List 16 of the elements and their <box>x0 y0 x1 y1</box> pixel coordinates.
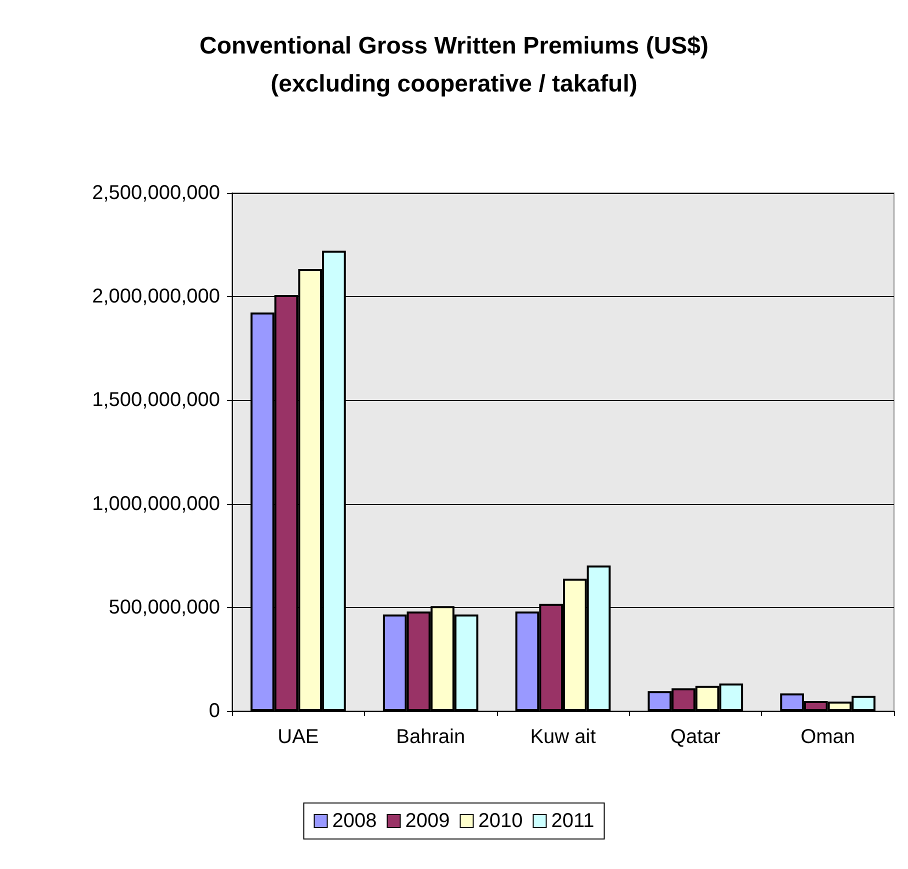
y-tick-label: 2,000,000,000 <box>92 286 220 308</box>
y-tick-label: 1,500,000,000 <box>92 389 220 412</box>
y-tick-label: 2,500,000,000 <box>92 182 220 204</box>
x-tick-label: UAE <box>278 726 319 748</box>
x-tick-label: Bahrain <box>396 726 466 748</box>
y-tick-label: 0 <box>208 700 220 722</box>
x-tick-label: Qatar <box>670 726 721 748</box>
chart-title: Conventional Gross Written Premiums (US$) (excluding cooperative / takaful) <box>200 32 708 98</box>
x-tick-label: Kuw ait <box>530 726 596 748</box>
legend-label: 2010 <box>478 810 523 832</box>
legend-label: 2011 <box>551 810 594 832</box>
x-tick-label: Oman <box>800 726 856 748</box>
legend-label: 2009 <box>405 810 450 832</box>
y-tick-label: 1,000,000,000 <box>92 492 220 515</box>
y-tick-label: 500,000,000 <box>108 596 220 618</box>
legend-label: 2008 <box>332 810 377 832</box>
